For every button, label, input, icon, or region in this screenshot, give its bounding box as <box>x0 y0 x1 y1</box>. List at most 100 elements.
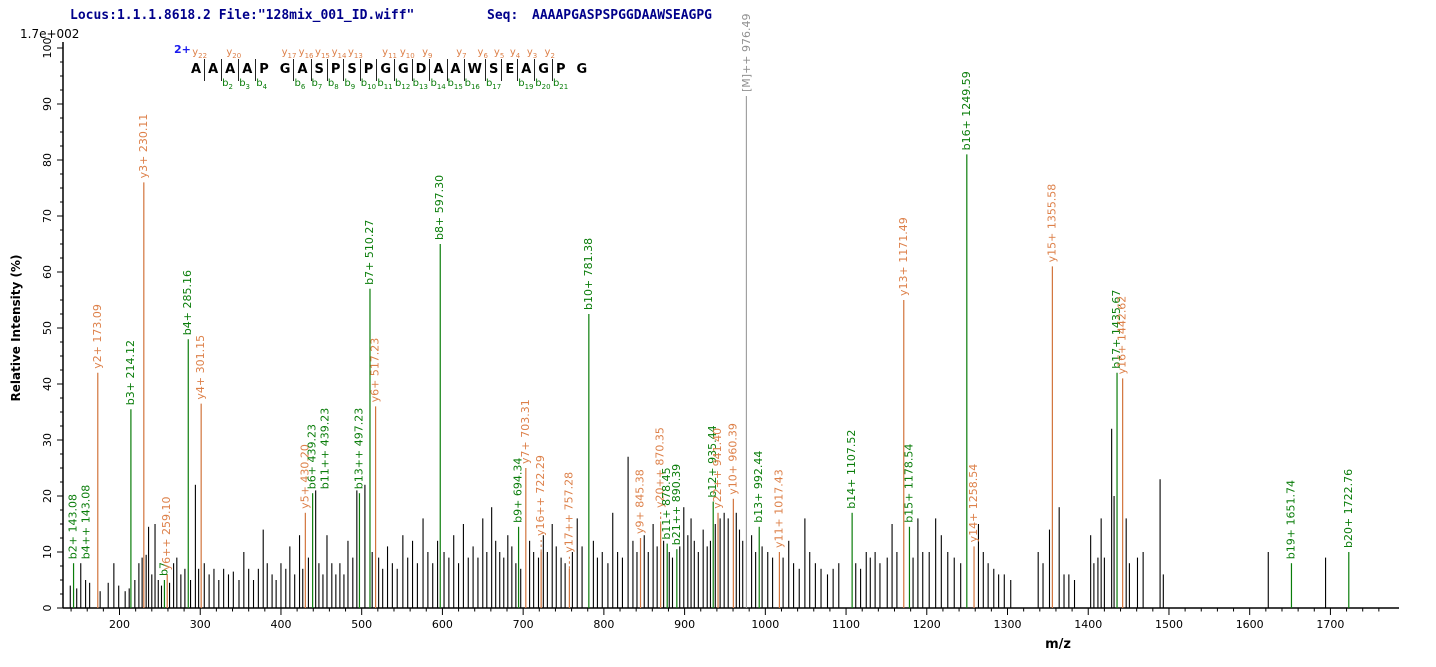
y-ion-ladder-label: y17 <box>281 47 297 61</box>
y-ion-ladder-label: y16 <box>298 47 314 61</box>
y-ion-ladder-label: y14 <box>331 47 347 61</box>
b-ion-ladder-label: b3 <box>239 78 251 92</box>
fragmentation-site: y13 b10 <box>348 48 376 92</box>
x-tick-label: 1200 <box>913 618 941 631</box>
residue: G <box>380 62 391 77</box>
residue: A <box>450 62 461 77</box>
residue: G <box>398 62 409 77</box>
y-ion-peak-label: y22++ 941.40 <box>711 428 724 509</box>
y-ion-ladder-label: y9 <box>422 47 433 61</box>
residue: G <box>279 62 291 77</box>
b-ion-peak-label: b11+ 878.45 <box>660 467 673 539</box>
b-ion-ladder-label: b19 <box>518 78 534 92</box>
y-ion-peak-label: y6+ 517.23 <box>369 338 382 403</box>
x-tick-label: 1400 <box>1074 618 1102 631</box>
fragmentation-site: y2 b21 <box>545 48 569 92</box>
fragmentation-site: y16 b7 <box>299 48 323 92</box>
b-ion-peak-label: b15+ 1178.54 <box>902 444 915 523</box>
b-ion-peak-label: b12+ 935.44 <box>706 425 719 497</box>
b-ion-ladder-label: b2 <box>222 78 233 92</box>
b-ion-peak-label: b8+ 597.30 <box>433 175 446 240</box>
fragmentation-site: b2 <box>221 59 233 91</box>
b-ion-ladder-label: b20 <box>535 78 551 92</box>
y-ion-peak-label: y11+ 1017.43 <box>772 469 785 548</box>
y-axis-title: Relative Intensity (%) <box>9 255 23 402</box>
b-ion-peak-label: b11++ 439.23 <box>319 408 332 489</box>
fragmentation-site: y6 b17 <box>478 48 502 92</box>
y-ion-ladder-label: y13 <box>347 47 363 61</box>
residue: S <box>314 62 324 77</box>
b-ion-peak-label: b21++ 890.39 <box>670 464 683 545</box>
y-tick-label: 10 <box>41 545 54 559</box>
b-ion-ladder-label: b17 <box>485 78 502 92</box>
residue: E <box>505 62 515 77</box>
b-ion-ladder-label: b14 <box>430 78 446 92</box>
fragmentation-site: y3 b20 <box>527 48 551 92</box>
y-ion-peak-label: y2+ 173.09 <box>91 304 104 369</box>
y-ion-ladder-label: y5 <box>493 47 505 61</box>
b-ion-ladder-label: b9 <box>344 78 356 92</box>
residue: W <box>467 62 482 77</box>
x-tick-label: 300 <box>190 618 211 631</box>
residue: S <box>347 62 357 77</box>
locus-file-header: Locus:1.1.1.8618.2 File:"128mix_001_ID.w… <box>70 8 415 23</box>
x-tick-label: 500 <box>351 618 372 631</box>
residue: P <box>363 62 374 77</box>
y-ion-peak-label: y4+ 301.15 <box>194 335 207 400</box>
residue: A <box>521 62 532 77</box>
y-ion-peak-label: y15+ 1355.58 <box>1045 184 1058 263</box>
y-ion-ladder-label: y7 <box>456 47 467 61</box>
residue: A <box>225 62 236 77</box>
fragmentation-site: y10 b13 <box>400 48 428 92</box>
y-ion-peak-label: y17++ 757.28 <box>562 472 575 553</box>
x-tick-label: 800 <box>593 618 614 631</box>
residue: P <box>259 62 269 77</box>
b-ion-ladder-label: b13 <box>412 78 428 92</box>
y-ion-peak-label: y14+ 1258.54 <box>967 464 980 543</box>
y-ion-ladder-label: y11 <box>382 47 397 61</box>
y-ion-peak-label: y6++ 259.10 <box>160 496 173 570</box>
x-tick-label: 700 <box>513 618 534 631</box>
b-ion-peak-label: b4+ 285.16 <box>181 270 194 335</box>
y-ion-ladder-label: y10 <box>399 47 415 61</box>
residue: A <box>191 62 202 77</box>
residue: A <box>242 62 253 77</box>
residue: S <box>488 62 499 77</box>
x-tick-label: 900 <box>674 618 695 631</box>
fragmentation-site: y4 b19 <box>510 48 534 92</box>
fragmentation-site: y14 b9 <box>332 48 356 92</box>
b-ion-peak-label: b13++ 497.23 <box>352 408 365 489</box>
x-tick-label: 1500 <box>1155 618 1183 631</box>
b-ion-ladder-label: b15 <box>447 78 463 92</box>
b-ion-ladder-label: b7 <box>311 78 323 92</box>
y-ion-peak-label: y20++ 870.35 <box>654 427 667 508</box>
b-ion-ladder-label: b16 <box>464 78 480 92</box>
y-tick-label: 60 <box>41 265 54 279</box>
fragmentation-site: y17 b6 <box>282 48 306 92</box>
y-tick-label: 20 <box>41 489 54 503</box>
y-tick-label: 40 <box>41 377 54 391</box>
x-axis-title: m/z <box>1045 637 1071 652</box>
x-tick-label: 1300 <box>994 618 1022 631</box>
residue: A <box>433 62 444 77</box>
b-ion-ladder-label: b6 <box>294 78 306 92</box>
intensity-scale-note: 1.7e+002 <box>20 27 80 41</box>
residue: P <box>330 62 341 77</box>
fragmentation-site: y22 <box>192 48 207 81</box>
residue: G <box>538 62 549 77</box>
sequence-value: AAAAPGASPSPGGDAAWSEAGPG <box>532 8 713 23</box>
fragmentation-site: y9 b14 <box>422 48 446 92</box>
y-ion-peak-label: y16++ 722.29 <box>534 455 547 536</box>
sequence-label: Seq: <box>487 8 519 23</box>
y-tick-label: 0 <box>41 605 54 612</box>
y-ion-peak-label: y3+ 230.11 <box>137 114 150 179</box>
residue: D <box>415 62 427 77</box>
b-ion-peak-label: b7+ 510.27 <box>363 220 376 285</box>
fragmentation-site: b4 <box>255 59 267 91</box>
b-ion-peak-label: b9+ 694.34 <box>512 458 525 523</box>
y-tick-label: 70 <box>41 209 54 223</box>
y-tick-label: 100 <box>41 38 54 59</box>
residue: A <box>208 62 219 77</box>
